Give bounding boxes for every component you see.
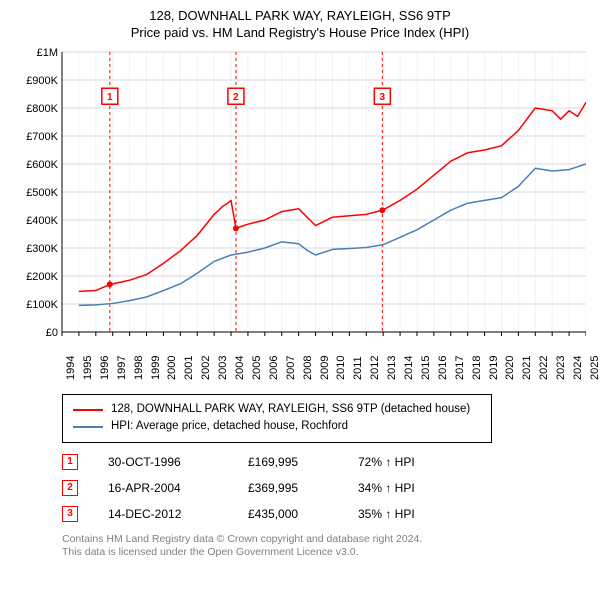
y-tick-label: £600K — [26, 159, 58, 171]
y-tick-label: £200K — [26, 271, 58, 283]
x-tick-label: 2010 — [335, 356, 347, 380]
legend-label: 128, DOWNHALL PARK WAY, RAYLEIGH, SS6 9T… — [111, 401, 470, 418]
x-tick-label: 2023 — [555, 356, 567, 380]
sale-hpi: 72% ↑ HPI — [358, 455, 448, 469]
x-tick-label: 2020 — [504, 356, 516, 380]
x-tick-label: 2021 — [521, 356, 533, 380]
x-tick-label: 2002 — [200, 356, 212, 380]
sale-date: 14-DEC-2012 — [108, 507, 218, 521]
sale-price: £169,995 — [248, 455, 328, 469]
x-tick-label: 2004 — [234, 356, 246, 380]
x-tick-label: 1998 — [133, 356, 145, 380]
chart-container: 128, DOWNHALL PARK WAY, RAYLEIGH, SS6 9T… — [0, 0, 600, 590]
title-block: 128, DOWNHALL PARK WAY, RAYLEIGH, SS6 9T… — [14, 8, 586, 40]
y-tick-label: £1M — [37, 47, 58, 59]
sale-price: £435,000 — [248, 507, 328, 521]
sale-date: 16-APR-2004 — [108, 481, 218, 495]
sale-marker-number: 1 — [107, 92, 113, 103]
chart-svg: £0 £100K £200K £300K £400K £500K £600K £700K £80… — [14, 46, 586, 346]
x-tick-label: 2007 — [285, 356, 297, 380]
legend-swatch — [73, 409, 103, 411]
x-tick-label: 1997 — [116, 356, 128, 380]
y-tick-label: £0 — [46, 327, 58, 339]
sale-row: 3 14-DEC-2012 £435,000 35% ↑ HPI — [62, 501, 586, 527]
chart-area: £0 £100K £200K £300K £400K £500K £600K £700K £80… — [14, 46, 586, 346]
y-tick-label: £700K — [26, 131, 58, 143]
sale-row: 1 30-OCT-1996 £169,995 72% ↑ HPI — [62, 449, 586, 475]
title-main: 128, DOWNHALL PARK WAY, RAYLEIGH, SS6 9T… — [14, 8, 586, 23]
x-axis-labels: 1994 1995 1996 1997 1998 1999 2000 2001 2002 2003… — [62, 346, 586, 388]
x-tick-label: 2024 — [572, 356, 584, 380]
x-tick-label: 2008 — [302, 356, 314, 380]
x-tick-label: 2000 — [166, 356, 178, 380]
x-tick-label: 2001 — [183, 356, 195, 380]
title-sub: Price paid vs. HM Land Registry's House … — [14, 25, 586, 40]
y-tick-label: £300K — [26, 243, 58, 255]
sale-price: £369,995 — [248, 481, 328, 495]
x-tick-label: 1995 — [82, 356, 94, 380]
sale-hpi: 35% ↑ HPI — [358, 507, 448, 521]
sales-table: 1 30-OCT-1996 £169,995 72% ↑ HPI 2 16-APR-200… — [62, 449, 586, 527]
footnote: Contains HM Land Registry data © Crown c… — [62, 533, 572, 560]
x-tick-label: 1994 — [65, 356, 77, 380]
legend-box: 128, DOWNHALL PARK WAY, RAYLEIGH, SS6 9T… — [62, 394, 492, 443]
sale-marker-number: 3 — [380, 92, 386, 103]
sale-row: 2 16-APR-2004 £369,995 34% ↑ HPI — [62, 475, 586, 501]
legend-swatch — [73, 426, 103, 428]
sale-hpi: 34% ↑ HPI — [358, 481, 448, 495]
x-tick-label: 2015 — [420, 356, 432, 380]
x-tick-label: 2011 — [352, 356, 364, 380]
legend-label: HPI: Average price, detached house, Roch… — [111, 418, 348, 435]
y-tick-label: £400K — [26, 215, 58, 227]
x-tick-label: 2005 — [251, 356, 263, 380]
x-tick-label: 2017 — [454, 356, 466, 380]
footnote-line2: This data is licensed under the Open Gov… — [62, 546, 572, 560]
x-tick-label: 2006 — [268, 356, 280, 380]
sale-marker: 1 — [62, 454, 78, 470]
x-tick-label: 1999 — [150, 356, 162, 380]
x-tick-label: 2016 — [437, 356, 449, 380]
sale-marker: 3 — [62, 506, 78, 522]
x-tick-label: 2018 — [471, 356, 483, 380]
x-tick-label: 2019 — [488, 356, 500, 380]
x-tick-label: 2014 — [403, 356, 415, 380]
y-tick-label: £800K — [26, 103, 58, 115]
x-tick-label: 2003 — [217, 356, 229, 380]
x-tick-label: 1996 — [99, 356, 111, 380]
legend-row: 128, DOWNHALL PARK WAY, RAYLEIGH, SS6 9T… — [73, 401, 481, 418]
y-tick-label: £900K — [26, 75, 58, 87]
y-tick-label: £500K — [26, 187, 58, 199]
x-tick-label: 2022 — [538, 356, 550, 380]
sale-marker-number: 2 — [233, 92, 239, 103]
legend-row: HPI: Average price, detached house, Roch… — [73, 418, 481, 435]
sale-date: 30-OCT-1996 — [108, 455, 218, 469]
y-tick-label: £100K — [26, 299, 58, 311]
x-tick-label: 2009 — [319, 356, 331, 380]
footnote-line1: Contains HM Land Registry data © Crown c… — [62, 533, 572, 547]
sale-marker: 2 — [62, 480, 78, 496]
x-tick-label: 2012 — [369, 356, 381, 380]
x-tick-label: 2025 — [589, 356, 600, 380]
x-tick-label: 2013 — [386, 356, 398, 380]
